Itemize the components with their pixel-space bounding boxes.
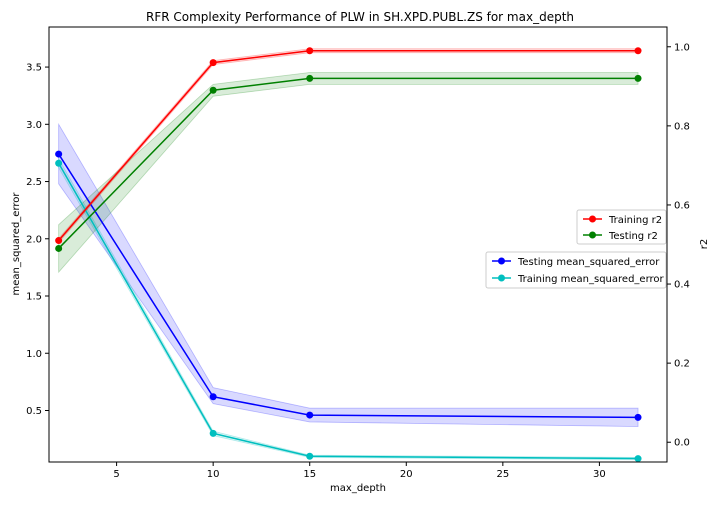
legend-mse: Testing mean_squared_error Training mean… [485, 251, 667, 289]
legend-marker-testing-r2 [589, 231, 596, 239]
y-axis-left-label: mean_squared_error [11, 192, 22, 296]
point-testing-r2 [209, 86, 217, 94]
y-axis-right-label: r2 [699, 239, 710, 249]
band-testing-mean-squared-error [58, 122, 639, 427]
point-training-mean-squared-error [306, 452, 314, 460]
point-testing-mean-squared-error [634, 413, 642, 421]
y-left-tick-label: 2.0 [26, 234, 42, 245]
x-tick-label: 30 [593, 469, 606, 480]
y-right-tick-label: 1.0 [674, 42, 690, 53]
y-left-tick-label: 3.5 [26, 63, 42, 74]
point-training-mean-squared-error [634, 455, 642, 463]
line-testing-mean-squared-error [58, 153, 639, 419]
y-left-tick-label: 0.5 [26, 406, 42, 417]
legend-marker-training-mse [498, 274, 505, 282]
x-tick-label: 10 [207, 469, 220, 480]
legend-marker-training-r2 [589, 215, 596, 223]
point-testing-r2 [634, 74, 642, 82]
y-right-tick-label: 0.8 [674, 121, 690, 132]
series-lines [58, 49, 639, 460]
x-tick-label: 15 [303, 469, 316, 480]
plot-area [48, 26, 668, 463]
x-axis-label: max_depth [330, 483, 386, 494]
point-testing-mean-squared-error [306, 411, 314, 419]
point-training-r2 [55, 237, 63, 245]
point-training-mean-squared-error [209, 429, 217, 437]
y-axis-left: 0.5 1.0 1.5 2.0 2.5 3.0 3.5 [26, 63, 49, 417]
y-axis-right: 0.0 0.2 0.4 0.6 0.8 1.0 [667, 42, 690, 449]
line-training-mean-squared-error [58, 162, 639, 460]
x-tick-label: 5 [113, 469, 119, 480]
point-training-r2 [306, 47, 314, 55]
point-testing-mean-squared-error [55, 150, 63, 158]
legend-label-training-r2: Training r2 [608, 215, 662, 226]
series-points [55, 47, 642, 463]
y-left-tick-label: 2.5 [26, 177, 42, 188]
x-tick-label: 20 [400, 469, 413, 480]
legend-label-testing-mse: Testing mean_squared_error [517, 257, 660, 268]
y-left-tick-label: 3.0 [26, 120, 42, 131]
legend-r2: Training r2 Testing r2 [576, 209, 667, 245]
x-axis: 5 10 15 20 25 30 [113, 462, 606, 480]
legend-marker-testing-mse [498, 257, 505, 265]
band-testing-r2 [58, 72, 639, 274]
y-right-tick-label: 0.0 [674, 438, 690, 449]
line-testing-r2 [58, 77, 639, 249]
y-right-tick-label: 0.6 [674, 200, 690, 211]
line-training-r2 [58, 49, 639, 242]
legend-label-training-mse: Training mean_squared_error [517, 274, 665, 285]
y-right-tick-label: 0.4 [674, 280, 690, 291]
point-testing-r2 [55, 244, 63, 252]
point-training-r2 [634, 47, 642, 55]
y-left-tick-label: 1.0 [26, 349, 42, 360]
point-training-mean-squared-error [55, 159, 63, 167]
chart-title: RFR Complexity Performance of PLW in SH.… [146, 10, 574, 24]
y-left-tick-label: 1.5 [26, 292, 42, 303]
y-right-tick-label: 0.2 [674, 359, 690, 370]
point-testing-r2 [306, 74, 314, 82]
legend-label-testing-r2: Testing r2 [608, 231, 658, 242]
legend-mse-box [485, 251, 667, 289]
x-tick-label: 25 [496, 469, 509, 480]
point-training-r2 [209, 59, 217, 67]
point-testing-mean-squared-error [209, 393, 217, 401]
